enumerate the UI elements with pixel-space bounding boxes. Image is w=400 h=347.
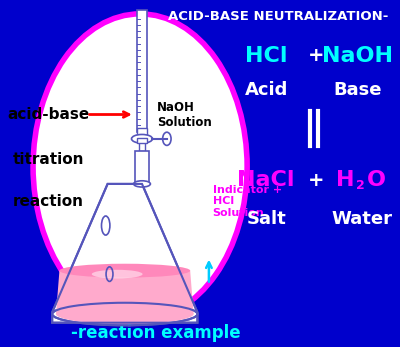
- Text: acid-base: acid-base: [7, 107, 90, 122]
- Text: Indicator +
HCl
Solution: Indicator + HCl Solution: [213, 185, 282, 218]
- Text: O: O: [366, 170, 386, 191]
- Text: Water: Water: [331, 210, 392, 228]
- Text: +: +: [308, 46, 324, 65]
- Text: -reaction example: -reaction example: [70, 324, 240, 342]
- Text: titration: titration: [13, 152, 84, 167]
- Text: reaction: reaction: [13, 194, 84, 209]
- Ellipse shape: [163, 132, 171, 145]
- Text: NaOH: NaOH: [322, 45, 394, 66]
- Text: HCl: HCl: [245, 45, 288, 66]
- Bar: [137, 128, 147, 135]
- Text: +: +: [308, 171, 324, 190]
- Polygon shape: [56, 271, 194, 314]
- Bar: [137, 138, 147, 143]
- Ellipse shape: [134, 181, 150, 187]
- Text: Base: Base: [334, 81, 382, 99]
- Ellipse shape: [52, 303, 198, 325]
- FancyBboxPatch shape: [137, 10, 147, 132]
- Ellipse shape: [92, 270, 142, 278]
- Text: NaOH
Solution: NaOH Solution: [157, 101, 212, 128]
- Text: H: H: [336, 170, 354, 191]
- Ellipse shape: [132, 134, 152, 143]
- Ellipse shape: [33, 14, 247, 319]
- Text: ACID-BASE NEUTRALIZATION-: ACID-BASE NEUTRALIZATION-: [168, 10, 388, 23]
- Bar: [135, 151, 149, 184]
- Text: Acid: Acid: [244, 81, 288, 99]
- Text: 2: 2: [356, 179, 365, 192]
- Ellipse shape: [56, 304, 194, 324]
- Ellipse shape: [60, 264, 190, 278]
- Polygon shape: [52, 184, 198, 323]
- Text: NaCl: NaCl: [238, 170, 295, 191]
- Text: Salt: Salt: [246, 210, 286, 228]
- Bar: [139, 139, 145, 151]
